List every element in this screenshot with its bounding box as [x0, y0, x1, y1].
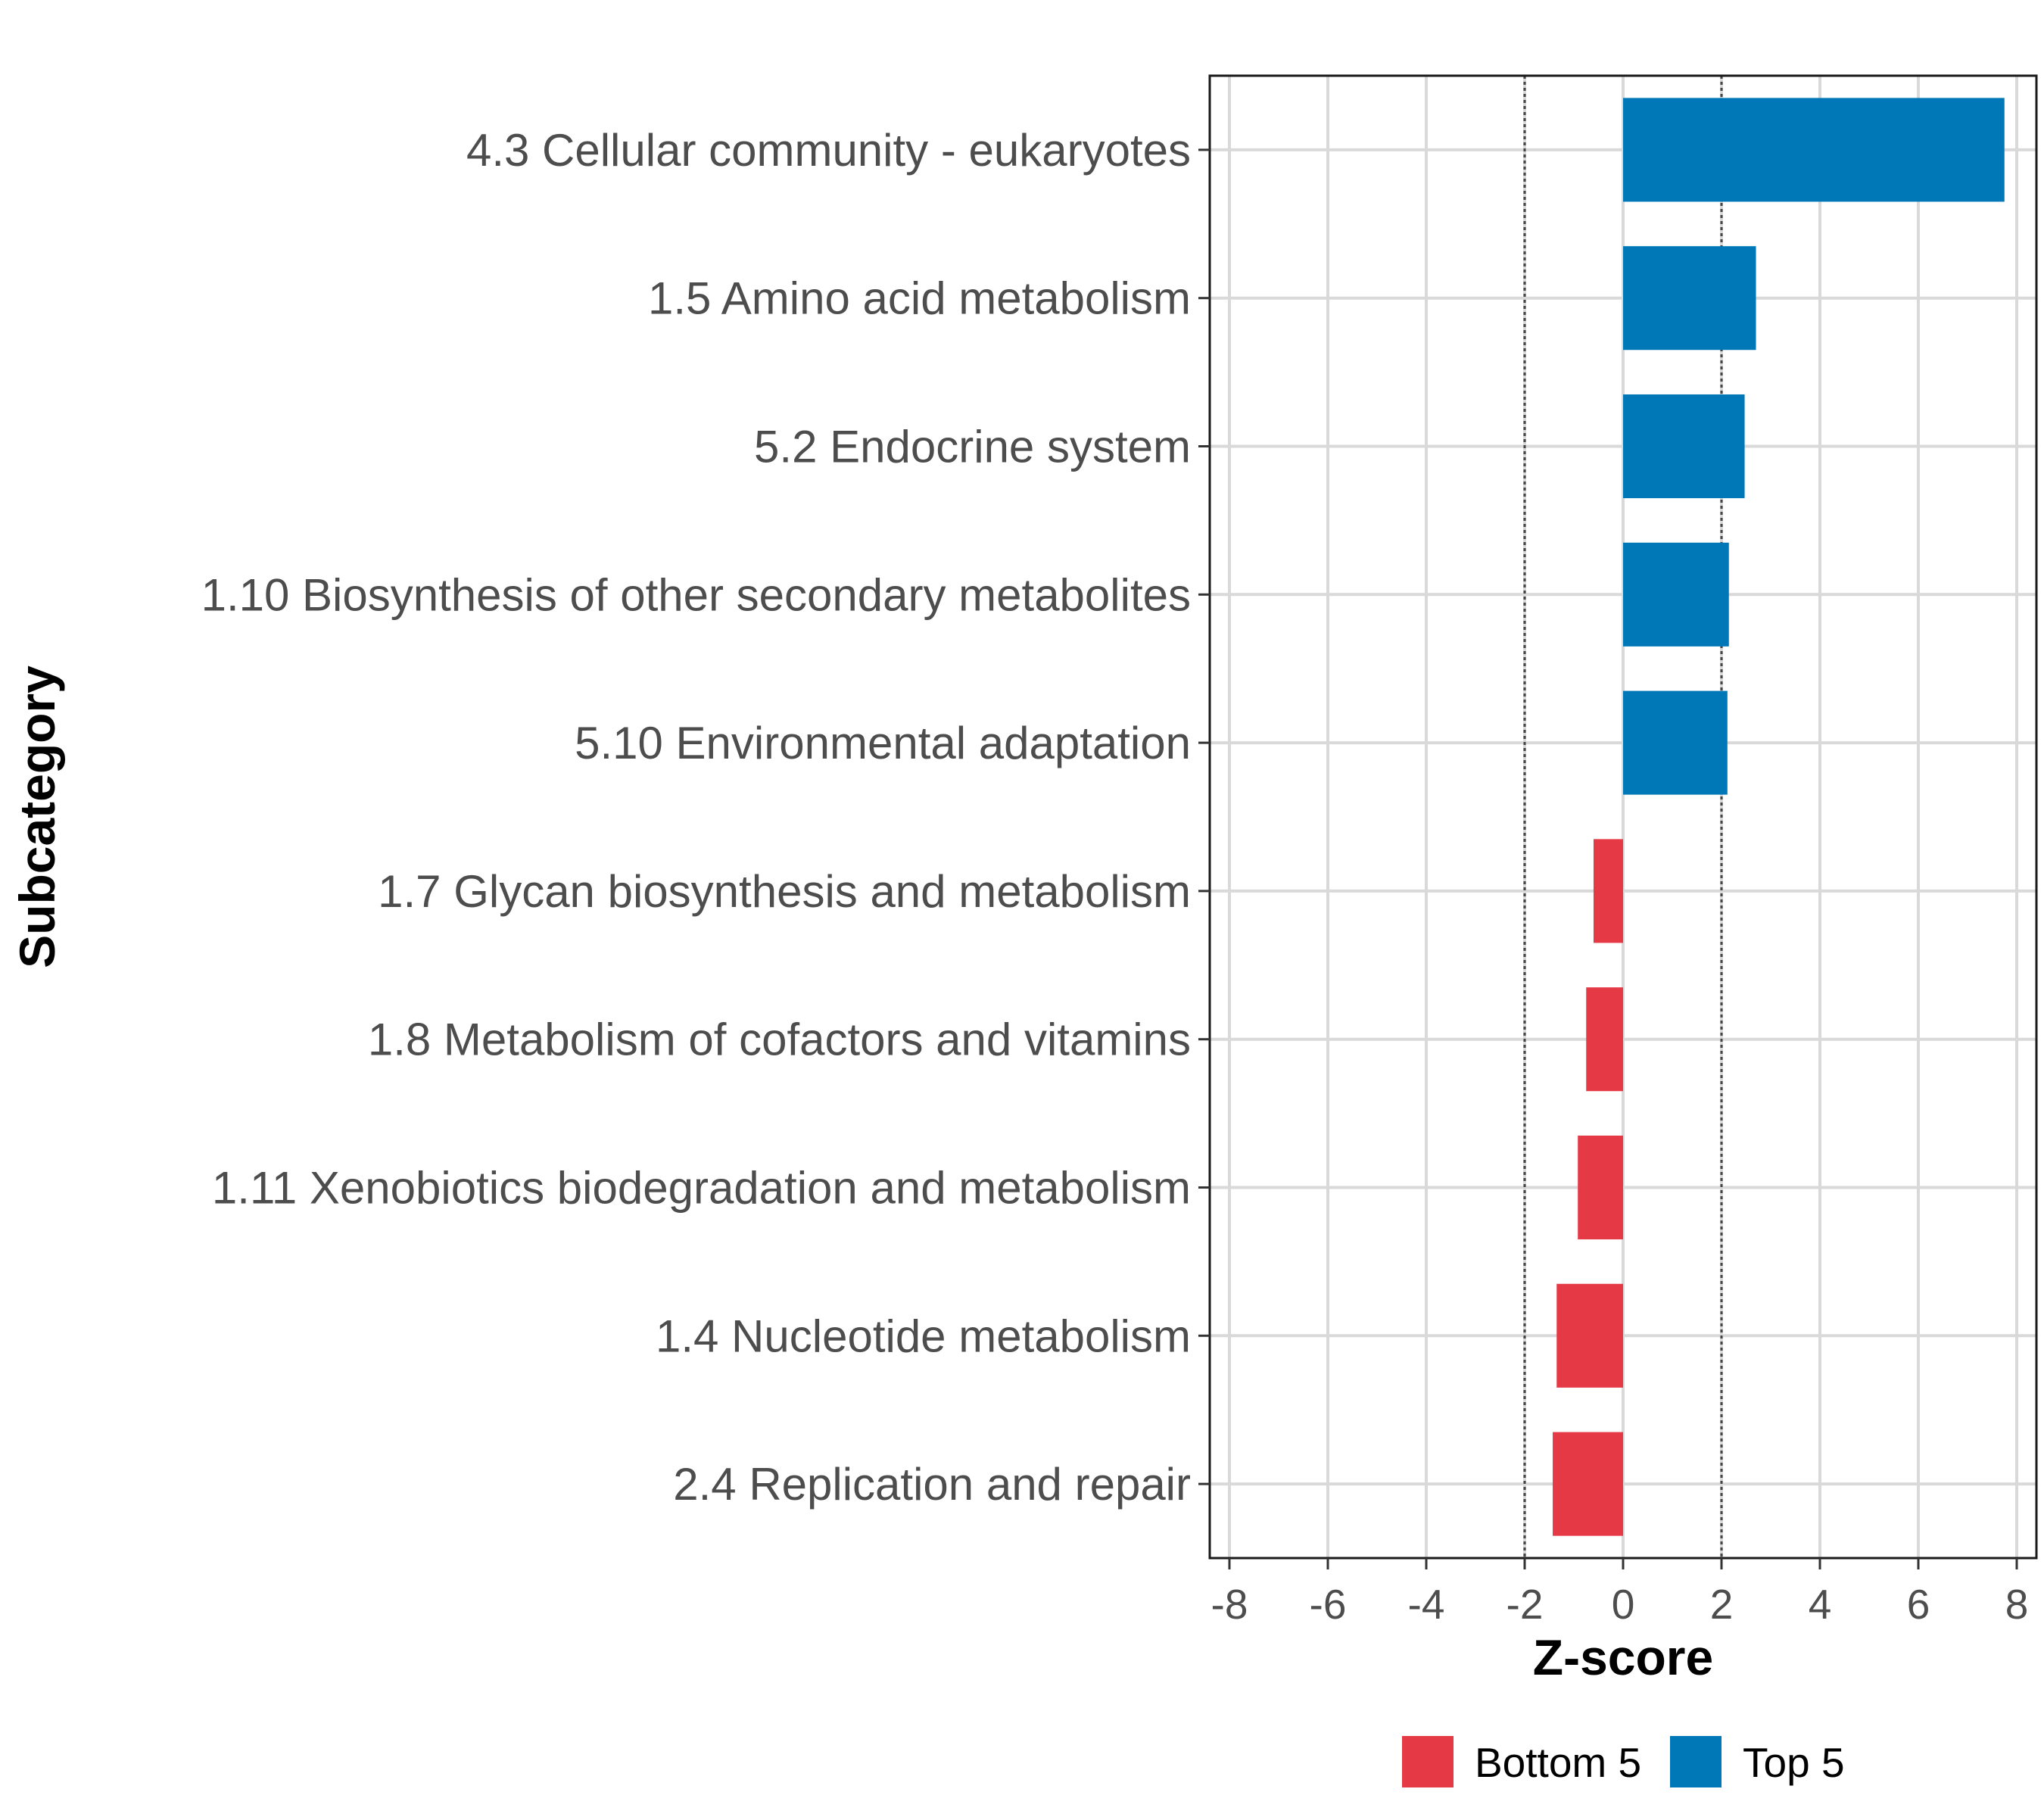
legend-label-top-5: Top 5: [1743, 1739, 1845, 1786]
x-tick-label: 0: [1612, 1581, 1635, 1628]
x-tick-label: -6: [1310, 1581, 1347, 1628]
bars: [1553, 98, 2005, 1536]
bar: [1556, 1283, 1623, 1388]
x-tick-label: -2: [1507, 1581, 1544, 1628]
bar: [1623, 690, 1728, 795]
legend-swatch-top-5: [1670, 1736, 1722, 1787]
bar: [1623, 98, 2005, 202]
category-label: 5.10 Environmental adaptation: [575, 718, 1191, 768]
category-label: 1.4 Nucleotide metabolism: [656, 1311, 1191, 1361]
category-label: 1.7 Glycan biosynthesis and metabolism: [378, 866, 1191, 917]
legend-swatch-bottom-5: [1402, 1736, 1454, 1787]
x-tick-label: 4: [1809, 1581, 1832, 1628]
x-tick-label: 6: [1907, 1581, 1930, 1628]
category-label: 4.3 Cellular community - eukaryotes: [466, 125, 1191, 176]
legend: Bottom 5 Top 5: [1402, 1736, 1845, 1787]
bar: [1578, 1135, 1623, 1240]
category-label: 1.10 Biosynthesis of other secondary met…: [201, 569, 1191, 620]
bar: [1623, 394, 1745, 499]
category-label: 2.4 Replication and repair: [673, 1459, 1191, 1510]
bar: [1623, 542, 1729, 647]
reference-lines: [1523, 76, 1723, 1558]
x-tick-label: 8: [2005, 1581, 2029, 1628]
x-tick-label: 2: [1710, 1581, 1734, 1628]
bar: [1586, 987, 1623, 1092]
y-axis: 4.3 Cellular community - eukaryotes 1.5 A…: [201, 125, 1210, 1510]
x-tick-label: -8: [1211, 1581, 1248, 1628]
category-label: 1.5 Amino acid metabolism: [648, 273, 1191, 324]
x-axis: -8 -6 -4 -2 0 2 4 6 8: [1211, 1558, 2029, 1628]
legend-label-bottom-5: Bottom 5: [1475, 1739, 1641, 1786]
y-axis-title: Subcategory: [9, 665, 65, 968]
x-axis-title: Z-score: [1533, 1629, 1713, 1685]
category-label: 1.8 Metabolism of cofactors and vitamins: [368, 1014, 1191, 1065]
bar: [1594, 839, 1623, 943]
category-label: 5.2 Endocrine system: [754, 422, 1191, 472]
category-label: 1.11 Xenobiotics biodegradation and meta…: [212, 1163, 1191, 1214]
bar: [1623, 246, 1756, 351]
x-tick-label: -4: [1408, 1581, 1445, 1628]
bar: [1553, 1432, 1623, 1536]
